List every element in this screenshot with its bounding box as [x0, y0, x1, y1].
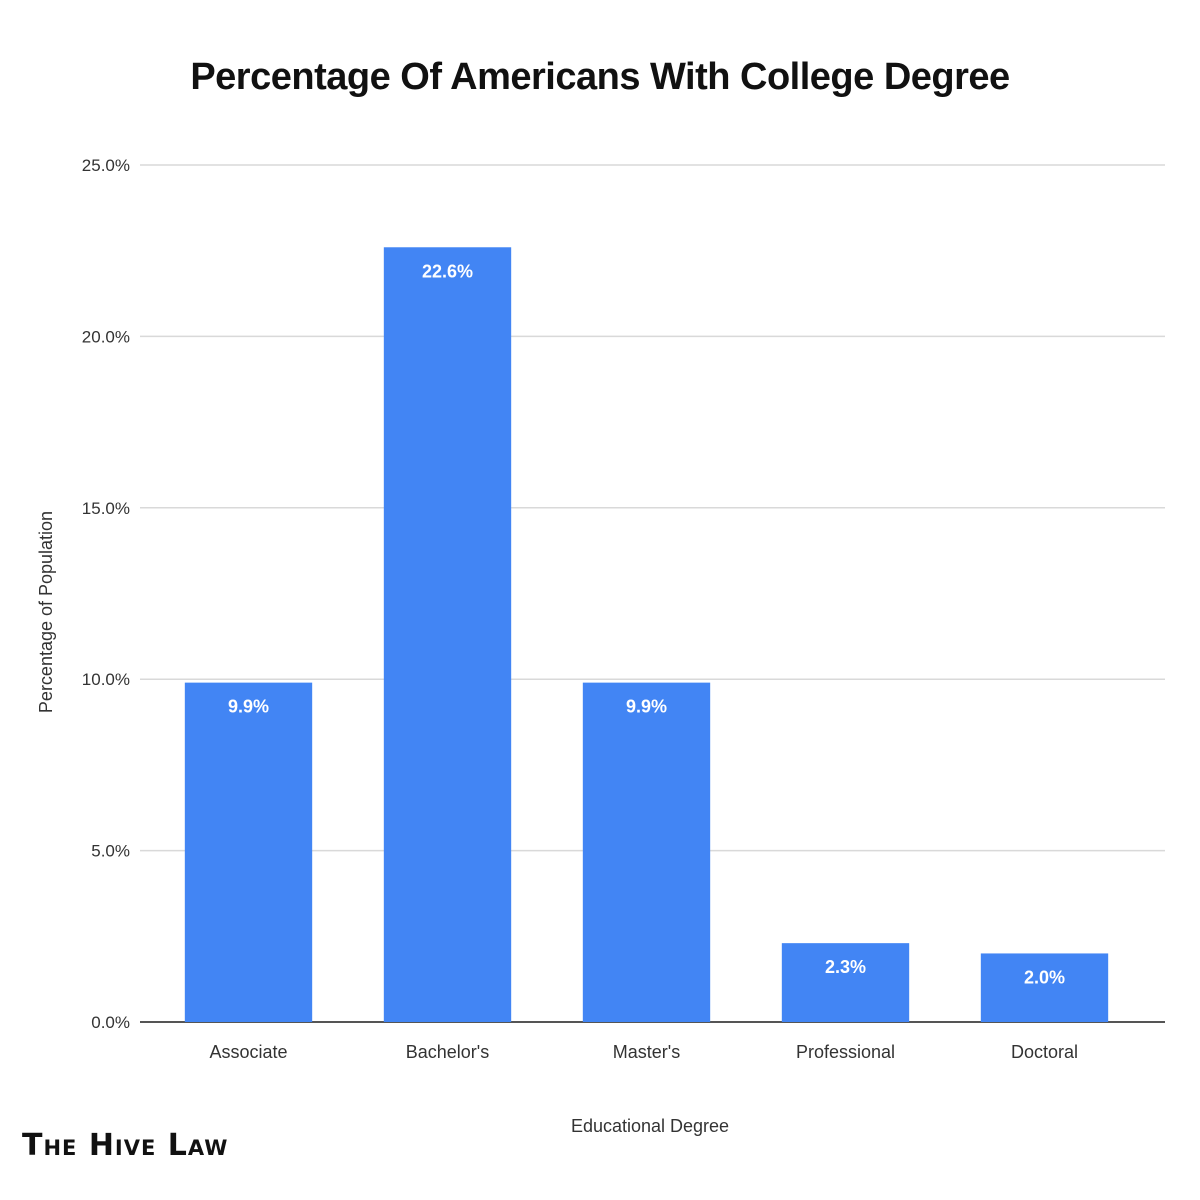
bar-professional [781, 943, 910, 1022]
y-axis-title: Percentage of Population [36, 511, 56, 713]
data-label: 9.9% [626, 697, 667, 717]
bar-doctoral [980, 953, 1109, 1022]
brand-logo: The Hive Law [22, 1128, 229, 1163]
x-axis-categories: Associate Bachelor's Master's Professional D… [209, 1042, 1078, 1062]
data-label: 9.9% [228, 697, 269, 717]
data-label: 22.6% [422, 261, 473, 281]
x-category-label: Associate [209, 1042, 287, 1062]
bar-associate [184, 682, 313, 1022]
data-labels: 9.9% 22.6% 9.9% 2.3% 2.0% [228, 261, 1065, 987]
x-axis-title: Educational Degree [571, 1116, 729, 1136]
x-category-label: Doctoral [1011, 1042, 1078, 1062]
y-tick-label: 15.0% [82, 499, 130, 518]
y-axis-ticks: 0.0% 5.0% 10.0% 15.0% 20.0% 25.0% [82, 156, 130, 1032]
bars [184, 247, 1109, 1023]
chart-title: Percentage Of Americans With College Deg… [190, 56, 1010, 98]
y-tick-label: 5.0% [91, 842, 130, 861]
x-category-label: Professional [796, 1042, 895, 1062]
y-tick-label: 10.0% [82, 670, 130, 689]
x-category-label: Master's [613, 1042, 680, 1062]
y-tick-label: 0.0% [91, 1013, 130, 1032]
bar-masters [582, 682, 711, 1022]
y-tick-label: 25.0% [82, 156, 130, 175]
x-category-label: Bachelor's [406, 1042, 489, 1062]
data-label: 2.0% [1024, 967, 1065, 987]
bar-bachelors [383, 247, 512, 1023]
data-label: 2.3% [825, 957, 866, 977]
y-tick-label: 20.0% [82, 327, 130, 346]
